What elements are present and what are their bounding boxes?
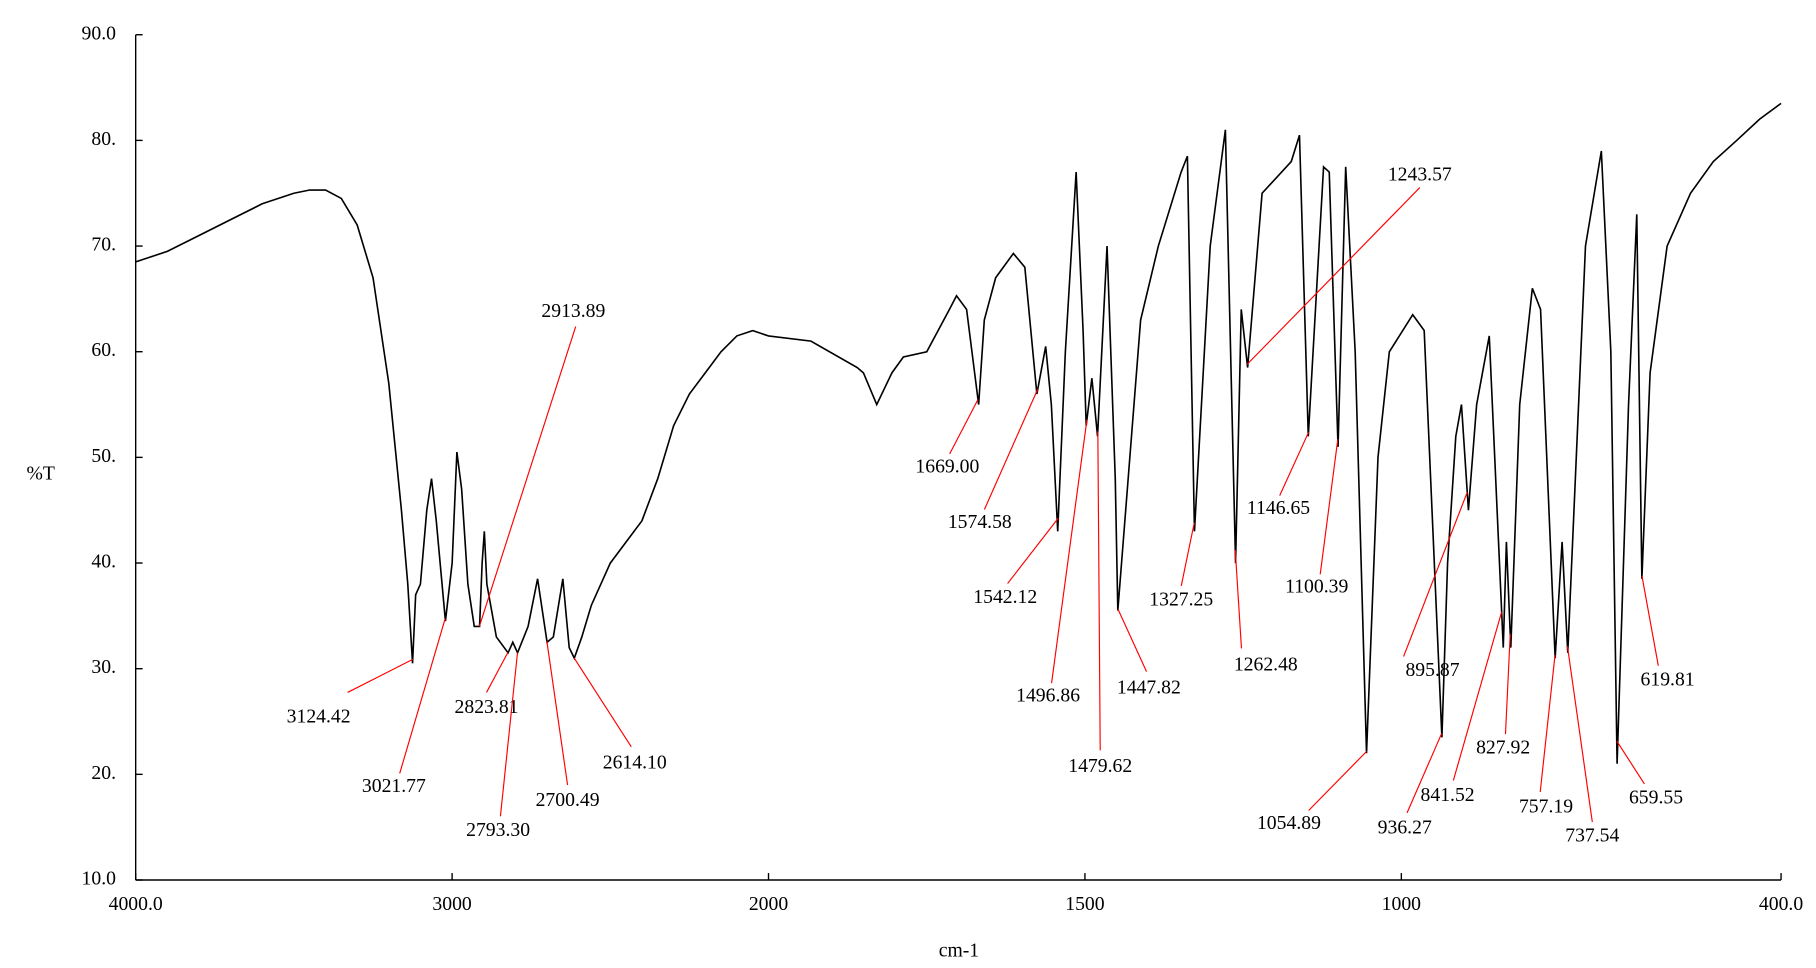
y-tick-label: 90.0 xyxy=(82,22,117,44)
peak-label: 619.81 xyxy=(1641,668,1695,690)
y-tick-label: 20. xyxy=(91,762,116,784)
y-tick-label: 60. xyxy=(91,339,116,361)
peak-label: 2700.49 xyxy=(536,789,600,811)
spectrum xyxy=(135,102,1782,764)
peak-leader xyxy=(573,657,632,748)
peak-leader xyxy=(1234,549,1243,649)
peak-label: 1542.12 xyxy=(973,586,1037,608)
peak-leader xyxy=(478,326,577,627)
x-tick-label: 4000.0 xyxy=(109,893,163,915)
peak-leader xyxy=(1308,750,1368,811)
peak-label: 1669.00 xyxy=(915,455,979,477)
peak-label: 737.54 xyxy=(1565,825,1619,847)
peak-label: 1262.48 xyxy=(1234,653,1298,675)
x-tick-label: 1000 xyxy=(1382,893,1422,915)
x-tick-label: 3000 xyxy=(432,893,472,915)
peak-label: 895.87 xyxy=(1405,659,1459,681)
peak-leader xyxy=(1641,575,1659,666)
peak-leader xyxy=(1452,611,1503,781)
y-tick-label: 30. xyxy=(91,656,116,678)
peak-leader xyxy=(983,388,1039,510)
peak-leader xyxy=(1566,646,1593,823)
peak-label: 1496.86 xyxy=(1016,685,1080,707)
peak-leader xyxy=(347,658,413,693)
y-axis-label: %T xyxy=(27,462,55,484)
peak-leader xyxy=(1539,655,1556,793)
peak-label: 2793.30 xyxy=(466,819,530,841)
peak-label: 2823.81 xyxy=(455,696,519,718)
y-tick-label: 80. xyxy=(91,128,116,150)
peak-leader xyxy=(486,652,509,693)
y-tick-label: 40. xyxy=(91,551,116,573)
peak-label: 3124.42 xyxy=(287,705,351,727)
peak-leader xyxy=(1406,733,1443,814)
peak-leader xyxy=(1504,633,1511,735)
peak-leader xyxy=(949,399,979,455)
peak-leader xyxy=(1007,517,1059,584)
peak-leader xyxy=(399,618,446,774)
peak-leader xyxy=(499,652,519,817)
peak-leader xyxy=(1279,432,1310,496)
x-tick-label: 1500 xyxy=(1065,893,1105,915)
y-tick-label: 50. xyxy=(91,445,116,467)
peak-label: 1479.62 xyxy=(1068,755,1132,777)
peak-leader xyxy=(1616,740,1645,785)
peak-label: 2913.89 xyxy=(541,300,605,322)
peak-label: 1574.58 xyxy=(948,511,1012,533)
peak-label: 3021.77 xyxy=(362,775,426,797)
peak-label: 1100.39 xyxy=(1285,576,1348,598)
peak-label: 1243.57 xyxy=(1388,164,1452,186)
peak-label: 659.55 xyxy=(1629,786,1683,808)
peak-label: 936.27 xyxy=(1378,817,1432,839)
peak-label: 1447.82 xyxy=(1117,676,1181,698)
peak-label: 757.19 xyxy=(1519,796,1573,818)
x-tick-label: 400.0 xyxy=(1759,893,1803,915)
peak-leader xyxy=(1246,187,1421,365)
peak-leader xyxy=(1319,439,1339,575)
peak-leader xyxy=(1117,608,1148,672)
peak-label: 2614.10 xyxy=(603,752,667,774)
peak-leader xyxy=(1051,419,1088,684)
x-tick-label: 2000 xyxy=(749,893,789,915)
peak-label: 1146.65 xyxy=(1247,497,1310,519)
peak-leader xyxy=(1097,431,1101,751)
peak-label: 841.52 xyxy=(1421,784,1475,806)
peak-leader xyxy=(1403,492,1468,657)
peak-leader xyxy=(1180,522,1195,587)
y-tick-label: 10.0 xyxy=(82,868,117,890)
x-axis-label: cm-1 xyxy=(939,939,979,961)
peak-label: 1327.25 xyxy=(1149,588,1213,610)
peak-label: 1054.89 xyxy=(1257,812,1321,834)
peak-leader xyxy=(546,641,569,786)
peak-label: 827.92 xyxy=(1476,737,1530,759)
y-tick-label: 70. xyxy=(91,234,116,256)
